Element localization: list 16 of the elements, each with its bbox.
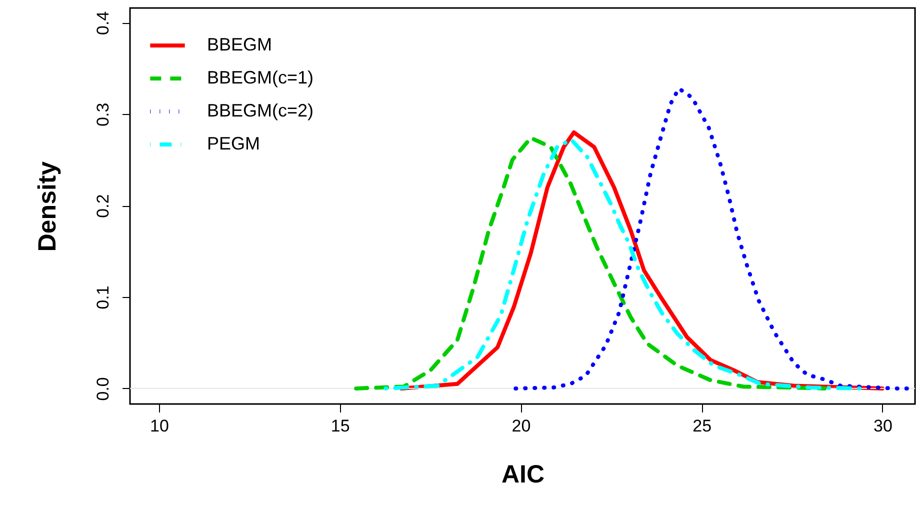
x-tick-label: 15 xyxy=(330,416,350,436)
y-tick-label: 0.1 xyxy=(94,286,112,310)
legend-label: BBEGM xyxy=(207,34,272,54)
y-tick-label: 0.3 xyxy=(94,102,112,126)
x-tick-label: 25 xyxy=(692,416,712,436)
x-tick-label: 30 xyxy=(873,416,892,436)
x-axis-title: AIC xyxy=(501,460,545,488)
y-axis-title: Density xyxy=(34,161,62,252)
x-tick-label: 20 xyxy=(512,416,531,436)
legend-label: BBEGM(c=1) xyxy=(207,68,314,88)
y-tick-label: 0.2 xyxy=(94,194,112,218)
legend-label: BBEGM(c=2) xyxy=(207,100,314,120)
x-tick-label: 10 xyxy=(150,416,169,436)
y-tick-label: 0.4 xyxy=(94,11,112,35)
y-tick-label: 0.0 xyxy=(94,377,112,401)
legend-label: PEGM xyxy=(207,134,260,154)
